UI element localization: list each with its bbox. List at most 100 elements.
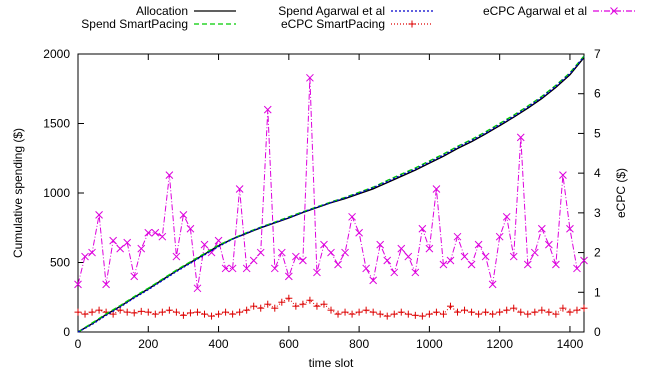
series-point-ecpc-agarwal-et-al [158, 232, 167, 241]
series-point-ecpc-smartpacing [362, 306, 370, 314]
series-point-ecpc-agarwal-et-al-b [277, 248, 286, 257]
series-point-ecpc-agarwal-et-al-b [228, 264, 237, 273]
series-point-ecpc-agarwal-et-al-b [306, 73, 314, 82]
series-point-ecpc-agarwal-et-al [566, 224, 574, 233]
series-point-ecpc-agarwal-et-al-b [235, 185, 244, 193]
series-point-ecpc-smartpacing [552, 310, 560, 318]
x-tick-label: 0 [75, 337, 82, 351]
series-point-ecpc-agarwal-et-al-b [383, 256, 392, 265]
series-point-ecpc-agarwal-et-al [439, 260, 448, 269]
series-point-ecpc-agarwal-et-al-b [284, 272, 293, 281]
series-point-ecpc-agarwal-et-al-b [88, 248, 96, 257]
x-tick-label: 600 [279, 337, 299, 351]
series-point-ecpc-agarwal-et-al [432, 185, 441, 193]
series-point-ecpc-agarwal-et-al-b [446, 256, 455, 265]
series-point-ecpc-agarwal-et-al-b [179, 210, 188, 219]
series-point-ecpc-smartpacing [299, 300, 307, 308]
series-point-ecpc-agarwal-et-al [277, 248, 286, 257]
series-point-ecpc-smartpacing [158, 308, 166, 316]
series-point-ecpc-agarwal-et-al [256, 248, 265, 257]
series-point-ecpc-agarwal-et-al [530, 248, 539, 257]
series-point-ecpc-agarwal-et-al-b [123, 238, 132, 247]
legend-label-spend-agarwal-et-al: Spend Agarwal et al [278, 4, 385, 18]
series-point-ecpc-agarwal-et-al-b [537, 224, 546, 233]
series-point-ecpc-agarwal-et-al [334, 260, 342, 269]
series-point-ecpc-smartpacing [186, 309, 194, 317]
series-point-ecpc-agarwal-et-al [214, 236, 223, 245]
series-point-ecpc-smartpacing [271, 304, 279, 312]
series-point-ecpc-agarwal-et-al-b [467, 260, 476, 269]
series-point-ecpc-agarwal-et-al [95, 210, 103, 219]
series-point-ecpc-agarwal-et-al [74, 280, 82, 289]
legend-label-spend-smartpacing: Spend SmartPacing [81, 17, 188, 31]
series-point-ecpc-agarwal-et-al [481, 252, 490, 261]
series-point-ecpc-smartpacing [411, 311, 419, 319]
series-point-ecpc-agarwal-et-al [313, 268, 321, 277]
series-point-ecpc-agarwal-et-al [545, 240, 553, 249]
series-point-ecpc-agarwal-et-al-b [545, 240, 553, 249]
series-point-ecpc-agarwal-et-al-b [186, 224, 195, 233]
series-point-ecpc-smartpacing [524, 310, 532, 318]
series-point-ecpc-smartpacing [215, 310, 223, 318]
series-point-ecpc-smartpacing [95, 306, 103, 314]
series-point-ecpc-agarwal-et-al-b [158, 232, 167, 241]
series-point-ecpc-agarwal-et-al-b [242, 264, 251, 273]
series-point-ecpc-agarwal-et-al [88, 248, 96, 257]
series-point-ecpc-agarwal-et-al-b [397, 244, 406, 253]
plot-frame [77, 53, 585, 333]
series-point-ecpc-agarwal-et-al-b [102, 280, 110, 289]
series-line-allocation [77, 57, 585, 333]
series-point-ecpc-agarwal-et-al-b [376, 240, 385, 249]
series-point-ecpc-smartpacing [313, 302, 321, 310]
series-point-ecpc-agarwal-et-al-b [495, 232, 504, 241]
series-point-ecpc-smartpacing [327, 306, 335, 314]
legend-marker-ecpc-agarwal-et-al [610, 7, 618, 15]
series-point-ecpc-smartpacing [81, 310, 89, 318]
series-point-ecpc-agarwal-et-al-b [348, 212, 356, 221]
series-line-spend-agarwal-et-al [77, 56, 585, 333]
series-point-ecpc-smartpacing [383, 312, 391, 320]
series-point-ecpc-agarwal-et-al-b [130, 272, 139, 281]
series-point-ecpc-smartpacing [208, 312, 216, 320]
series-point-ecpc-agarwal-et-al-b [432, 185, 441, 193]
y-right-tick-label: 5 [594, 126, 601, 140]
series-point-ecpc-agarwal-et-al [228, 264, 237, 273]
legend-label-ecpc-smartpacing: eCPC SmartPacing [281, 17, 385, 31]
series-point-ecpc-agarwal-et-al-b [214, 236, 223, 245]
series-point-ecpc-agarwal-et-al-b [165, 171, 174, 179]
series-point-ecpc-agarwal-et-al-b [516, 133, 525, 142]
series-point-ecpc-agarwal-et-al [123, 238, 132, 247]
y-left-tick-label: 0 [63, 325, 70, 339]
legend-label-ecpc-agarwal-et-al: eCPC Agarwal et al [483, 4, 587, 18]
series-point-ecpc-smartpacing [130, 309, 138, 317]
series-point-ecpc-smartpacing [531, 308, 539, 316]
series-point-ecpc-agarwal-et-al [509, 252, 518, 261]
series-point-ecpc-agarwal-et-al-b [327, 248, 335, 257]
series-point-ecpc-smartpacing [144, 308, 152, 316]
series-point-ecpc-smartpacing [236, 308, 244, 316]
series-point-ecpc-agarwal-et-al [151, 228, 160, 237]
series-point-ecpc-smartpacing [369, 308, 377, 316]
series-point-ecpc-smartpacing [376, 310, 384, 318]
series-point-ecpc-agarwal-et-al [193, 284, 202, 293]
series-point-ecpc-agarwal-et-al-b [270, 264, 279, 273]
series-point-ecpc-agarwal-et-al-b [116, 244, 125, 253]
series-point-ecpc-agarwal-et-al [179, 210, 188, 219]
series-point-ecpc-agarwal-et-al [299, 256, 307, 265]
series-point-ecpc-smartpacing [151, 310, 159, 318]
series-point-ecpc-smartpacing [123, 308, 131, 316]
series-point-ecpc-agarwal-et-al-b [249, 256, 258, 265]
series-point-ecpc-agarwal-et-al-b [509, 252, 518, 261]
series-point-ecpc-agarwal-et-al [376, 240, 385, 249]
legend-label-allocation: Allocation [136, 4, 188, 18]
series-point-ecpc-smartpacing [165, 306, 173, 314]
series-point-ecpc-agarwal-et-al [306, 73, 314, 82]
series-point-ecpc-agarwal-et-al [418, 224, 427, 233]
series-point-ecpc-agarwal-et-al [221, 264, 230, 273]
series-point-ecpc-smartpacing [404, 310, 412, 318]
series-point-ecpc-agarwal-et-al-b [109, 236, 117, 245]
series-point-ecpc-smartpacing [306, 296, 314, 304]
y-left-tick-label: 500 [50, 256, 70, 270]
x-axis-title: time slot [309, 356, 354, 370]
series-point-ecpc-agarwal-et-al-b [221, 264, 230, 273]
